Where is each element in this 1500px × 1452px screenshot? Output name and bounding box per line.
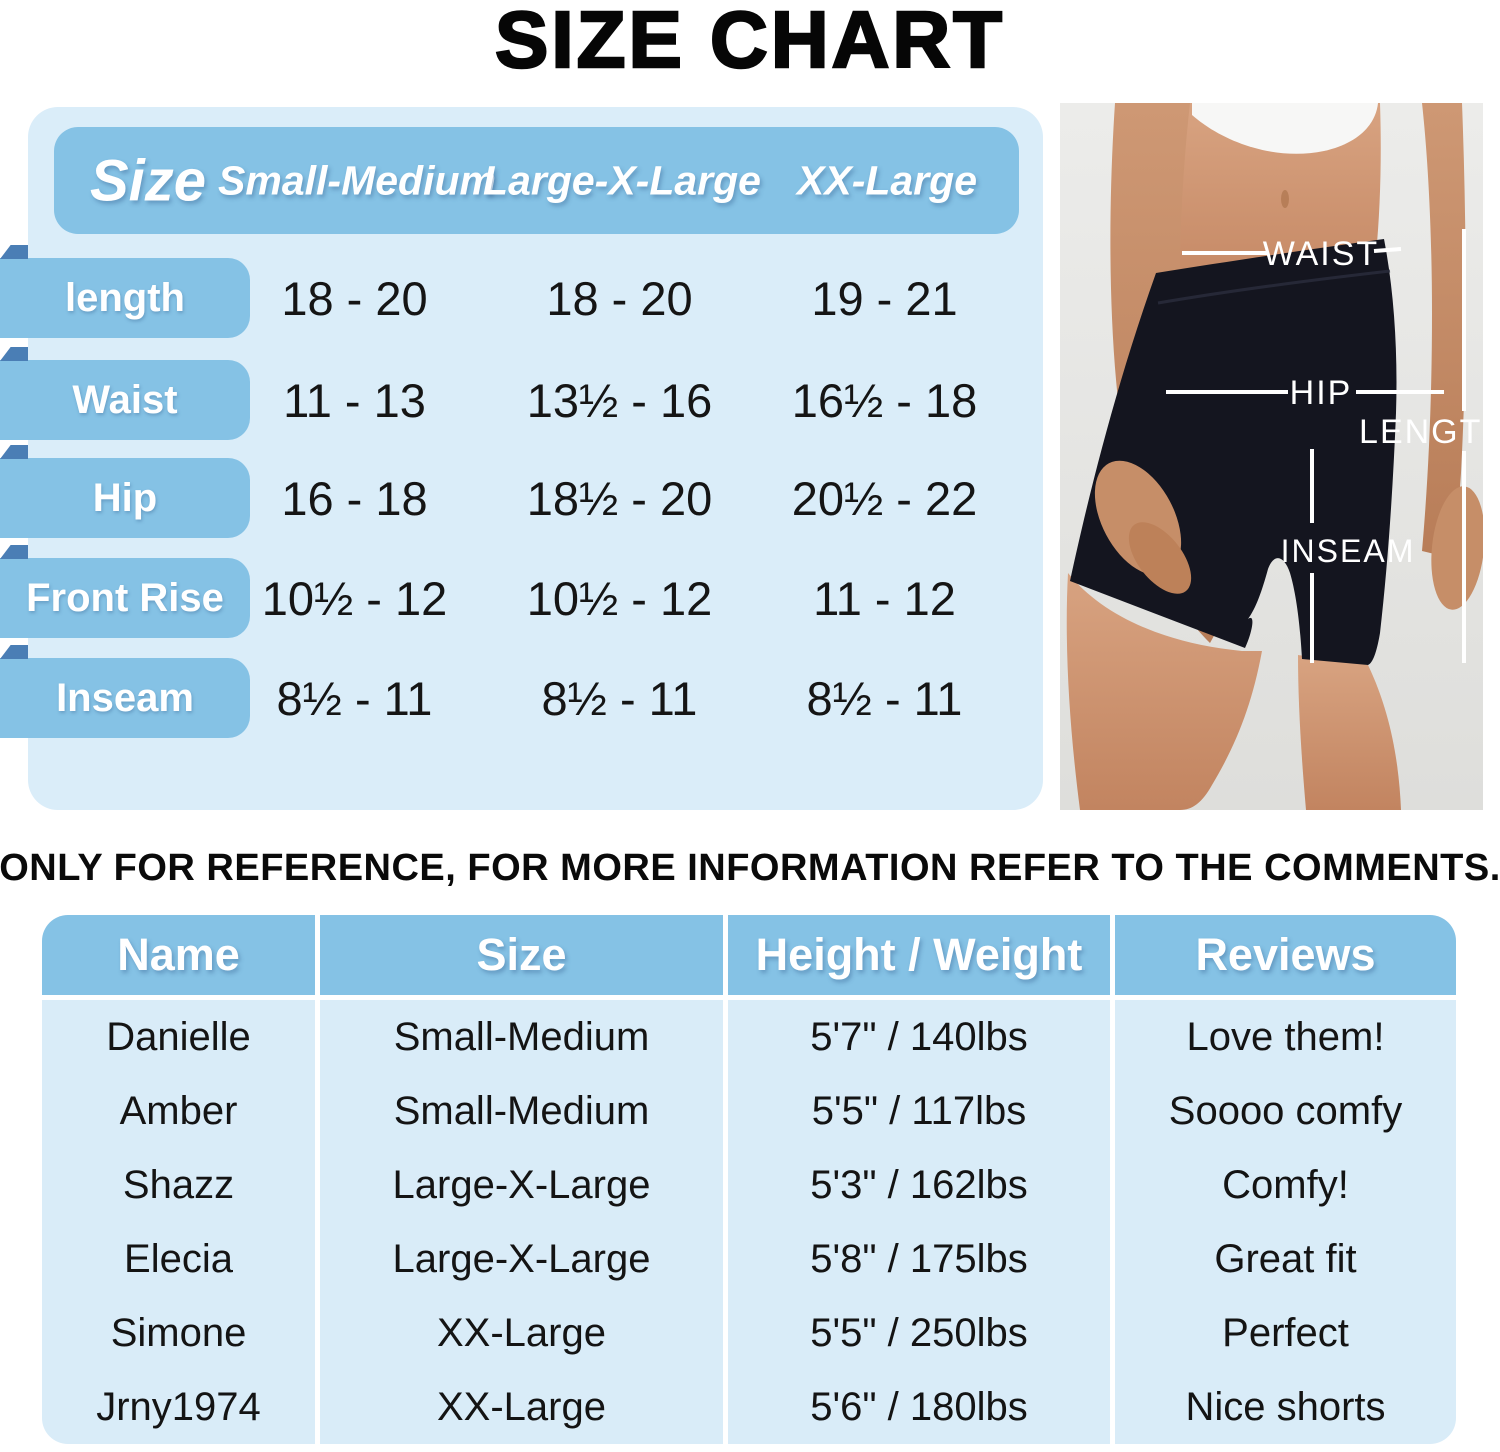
waist-label: WAIST (1263, 235, 1379, 273)
size-row-hip: Hip 16 - 18 18½ - 20 20½ - 22 (0, 445, 1043, 538)
row-label-chip: Front Rise (0, 545, 250, 638)
row-label: length (65, 275, 185, 320)
review-name: Elecia (124, 1236, 233, 1281)
value-cell: 8½ - 11 (541, 671, 698, 725)
value-cell: 10½ - 12 (526, 571, 713, 625)
value-cell: 18 - 20 (546, 271, 693, 325)
review-row: Shazz Large-X-Large 5'3" / 162lbs Comfy! (42, 1148, 1456, 1222)
value-cell: 8½ - 11 (276, 671, 433, 725)
review-row: Elecia Large-X-Large 5'8" / 175lbs Great… (42, 1222, 1456, 1296)
review-name: Amber (119, 1088, 238, 1133)
review-height-weight: 5'6" / 180lbs (723, 1370, 1110, 1444)
reviews-body: Danielle Small-Medium 5'7" / 140lbs Love… (42, 1000, 1456, 1444)
row-label: Waist (72, 377, 178, 422)
review-text: Love them! (1110, 1000, 1456, 1074)
row-label: Front Rise (26, 575, 224, 620)
reviews-header-row: Name Size Height / Weight Reviews (42, 915, 1456, 1000)
length-label: LENGTH (1359, 413, 1483, 451)
review-name: Jrny1974 (96, 1384, 261, 1429)
review-size: Small-Medium (315, 1000, 723, 1074)
reviews-table: Name Size Height / Weight Reviews Daniel… (42, 915, 1456, 1444)
review-size: XX-Large (315, 1296, 723, 1370)
review-name: Danielle (106, 1014, 251, 1059)
size-table-header: Size Small-Medium Large-X-Large XX-Large (54, 127, 1019, 234)
review-row: Amber Small-Medium 5'5" / 117lbs Soooo c… (42, 1074, 1456, 1148)
value-cell: 8½ - 11 (806, 671, 963, 725)
reviews-header-reviews: Reviews (1110, 915, 1456, 1000)
size-header-col-small-medium: Small-Medium (218, 157, 496, 203)
value-cell: 13½ - 16 (526, 373, 713, 427)
value-cell: 18 - 20 (281, 271, 428, 325)
product-photo: WAIST HIP LENGTH INSEAM (1060, 103, 1483, 810)
review-row: Simone XX-Large 5'5" / 250lbs Perfect (42, 1296, 1456, 1370)
reviews-header-height-weight: Height / Weight (723, 915, 1110, 1000)
reviews-header-name: Name (42, 915, 315, 1000)
crop-top (1192, 103, 1378, 154)
navel (1281, 190, 1289, 208)
waist-line-right (1373, 247, 1402, 253)
row-label-chip: Waist (0, 347, 250, 440)
right-leg (1298, 655, 1401, 810)
review-text: Soooo comfy (1110, 1074, 1456, 1148)
ribbon-fold-icon (0, 347, 28, 361)
row-label-chip: length (0, 245, 250, 338)
value-cell: 20½ - 22 (791, 471, 978, 525)
review-height-weight: 5'7" / 140lbs (723, 1000, 1110, 1074)
review-row: Danielle Small-Medium 5'7" / 140lbs Love… (42, 1000, 1456, 1074)
ribbon-fold-icon (0, 645, 28, 659)
row-label: Hip (92, 475, 158, 520)
review-height-weight: 5'8" / 175lbs (723, 1222, 1110, 1296)
ribbon-fold-icon (0, 545, 28, 559)
value-cell: 11 - 12 (813, 571, 956, 625)
ribbon-fold-icon (0, 245, 28, 259)
size-row-waist: Waist 11 - 13 13½ - 16 16½ - 18 (0, 347, 1043, 440)
review-size: Large-X-Large (315, 1148, 723, 1222)
size-row-front-rise: Front Rise 10½ - 12 10½ - 12 11 - 12 (0, 545, 1043, 638)
measurement-labels: WAIST HIP LENGTH INSEAM (1263, 235, 1483, 569)
size-row-length: length 18 - 20 18 - 20 19 - 21 (0, 245, 1043, 338)
waistband-seam (1157, 269, 1391, 305)
inseam-label: INSEAM (1281, 533, 1416, 569)
hip-label: HIP (1290, 374, 1353, 412)
review-row: Jrny1974 XX-Large 5'6" / 180lbs Nice sho… (42, 1370, 1456, 1444)
measurement-lines (1166, 229, 1466, 663)
value-cell: 18½ - 20 (526, 471, 713, 525)
review-text: Great fit (1110, 1222, 1456, 1296)
review-text: Perfect (1110, 1296, 1456, 1370)
size-table-panel: Size Small-Medium Large-X-Large XX-Large… (0, 107, 1043, 810)
review-height-weight: 5'5" / 117lbs (723, 1074, 1110, 1148)
size-row-inseam: Inseam 8½ - 11 8½ - 11 8½ - 11 (0, 645, 1043, 738)
review-name: Shazz (122, 1162, 235, 1207)
review-height-weight: 5'5" / 250lbs (723, 1296, 1110, 1370)
value-cell: 11 - 13 (283, 373, 426, 427)
size-header-col-xx-large: XX-Large (797, 157, 977, 203)
reviews-header-size: Size (315, 915, 723, 1000)
review-height-weight: 5'3" / 162lbs (723, 1148, 1110, 1222)
size-header-corner-label: Size (90, 148, 207, 213)
page-title: SIZE CHART (494, 0, 1005, 85)
row-label-chip: Hip (0, 445, 250, 538)
right-arm (1396, 103, 1466, 558)
review-size: XX-Large (315, 1370, 723, 1444)
value-cell: 16½ - 18 (791, 373, 978, 427)
value-cell: 16 - 18 (281, 471, 428, 525)
row-label: Inseam (56, 675, 194, 720)
right-hand (1431, 486, 1483, 610)
left-fingers (1128, 522, 1192, 594)
review-size: Large-X-Large (315, 1222, 723, 1296)
row-label-chip: Inseam (0, 645, 250, 738)
reference-note: ONLY FOR REFERENCE, FOR MORE INFORMATION… (0, 846, 1500, 889)
ribbon-fold-icon (0, 445, 28, 459)
size-header-col-large-x-large: Large-X-Large (483, 157, 761, 203)
value-cell: 10½ - 12 (261, 571, 448, 625)
left-leg (1066, 573, 1262, 810)
review-text: Comfy! (1110, 1148, 1456, 1222)
value-cell: 19 - 21 (811, 271, 958, 325)
review-name: Simone (110, 1310, 247, 1355)
review-text: Nice shorts (1110, 1370, 1456, 1444)
review-size: Small-Medium (315, 1074, 723, 1148)
